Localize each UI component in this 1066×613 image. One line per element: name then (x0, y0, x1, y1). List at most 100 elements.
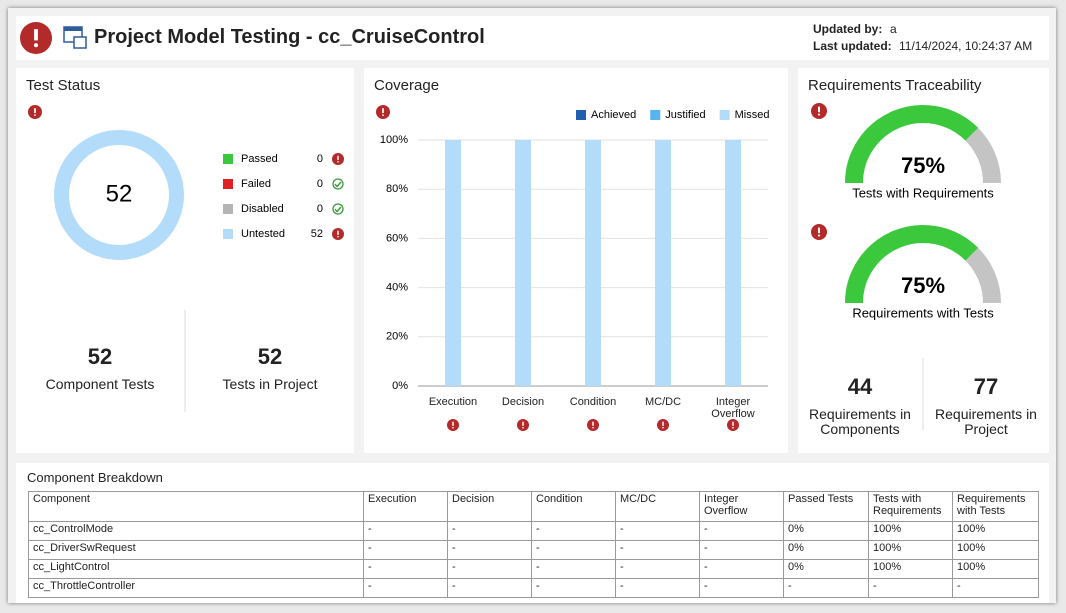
error-icon (447, 419, 459, 431)
stat-label: Component Tests (45, 376, 155, 392)
check-icon (332, 203, 344, 215)
table-cell: - (531, 540, 616, 560)
table-cell: 0% (783, 559, 869, 579)
error-icon (727, 419, 739, 431)
x-tick-label: Integer Overflow (711, 396, 755, 420)
column-header: Integer Overflow (699, 491, 784, 522)
legend-label: Achieved (591, 109, 636, 121)
error-icon (587, 419, 599, 431)
column-header: Requirements with Tests (952, 491, 1039, 522)
icon-bar (337, 155, 339, 160)
table-cell: 0% (783, 540, 869, 560)
table-cell: 100% (952, 521, 1039, 541)
page-title: Project Model Testing - cc_CruiseControl (94, 26, 485, 48)
gauge-value: 75% (901, 153, 945, 178)
table-cell: - (447, 521, 532, 541)
table-cell: - (363, 540, 448, 560)
x-tick-label: Decision (501, 396, 545, 408)
table-cell: cc_ControlMode (28, 521, 364, 541)
icon-sub (73, 36, 87, 49)
error-icon (332, 153, 344, 165)
table-cell: - (363, 559, 448, 579)
table-cell: 100% (952, 559, 1039, 579)
y-tick-label: 20% (386, 331, 408, 343)
icon-dot (337, 235, 339, 238)
icon-dot (662, 426, 664, 429)
y-tick-label: 0% (392, 380, 408, 392)
legend-value: 52 (311, 228, 323, 240)
donut-total: 52 (106, 180, 133, 207)
legend-swatch (650, 110, 661, 120)
value: a (890, 22, 897, 36)
table-cell: - (783, 578, 869, 598)
icon-check (334, 181, 342, 188)
column-header: MC/DC (615, 491, 700, 522)
header-bar (16, 16, 1049, 60)
icon-bar (818, 106, 820, 113)
icon-bar (34, 108, 36, 114)
table-row: cc_LightControl - - - - -0% 100% 100% (28, 559, 1039, 579)
icon-dot (817, 113, 821, 116)
bar-segment (725, 140, 741, 386)
legend-label: Missed (735, 109, 770, 121)
table-row: Component Execution Decision Condition MC/DC… (28, 491, 1039, 522)
table-cell: - (447, 559, 532, 579)
legend-swatch (223, 154, 233, 164)
y-tick-label: 40% (386, 282, 408, 294)
icon-dot (382, 114, 384, 117)
table-cell: 100% (868, 540, 953, 560)
icon-bar (662, 421, 664, 426)
value: 11/14/2024, 10:24:37 AM (899, 39, 1033, 53)
table-cell: - (699, 578, 784, 598)
bar-segment (515, 140, 531, 386)
gauge-arc (845, 225, 979, 304)
legend-swatch (576, 110, 586, 120)
table-cell: - (363, 521, 448, 541)
gauge-arc (845, 105, 979, 184)
bar-segment (655, 140, 671, 386)
icon-bar (732, 421, 734, 426)
legend-label: Justified (665, 109, 705, 121)
error-icon (332, 228, 344, 240)
icon-circle (332, 178, 344, 190)
column-header: Condition (531, 491, 616, 522)
panel-title: Coverage (374, 77, 440, 94)
icon-check (334, 206, 342, 213)
error-icon (517, 419, 529, 431)
icon-dot (337, 160, 339, 163)
y-tick-label: 100% (380, 134, 408, 146)
error-icon (811, 224, 827, 240)
table-row: cc_DriverSwRequest - - - - -0% 100% 100% (28, 540, 1039, 560)
legend-label: Disabled (241, 203, 284, 215)
legend-value: 0 (317, 203, 323, 215)
icon-bar (592, 421, 594, 426)
x-tick-label: Condition (569, 396, 617, 408)
legend-swatch (223, 179, 233, 189)
legend-value: 0 (317, 153, 323, 165)
table-cell: - (952, 578, 1039, 598)
legend-label: Untested (241, 228, 285, 240)
gauge-track (965, 127, 1001, 184)
gauge-track (965, 247, 1001, 304)
table-cell: cc_DriverSwRequest (28, 540, 364, 560)
legend-swatch (719, 110, 730, 120)
y-tick-label: 80% (386, 183, 408, 195)
table-row: cc_ControlMode - - - - -0% 100% 100% (28, 521, 1039, 541)
coverage-panel (364, 68, 788, 453)
x-tick-label: MC/DC (644, 396, 682, 408)
bar-segment (445, 140, 461, 386)
stat-value: 52 (257, 344, 283, 369)
icon-bar (818, 227, 820, 234)
legend-value: 0 (317, 178, 323, 190)
gauge-label: Requirements with Tests (852, 305, 994, 320)
table-cell: - (699, 559, 784, 579)
label: Updated by: (813, 22, 883, 36)
project-icon (63, 26, 87, 49)
icon-dot (522, 426, 524, 429)
table-cell: - (531, 559, 616, 579)
legend-swatch (223, 204, 233, 214)
table-cell: 100% (868, 559, 953, 579)
error-icon (20, 22, 52, 54)
label: Last updated: (813, 39, 892, 53)
icon-dot (452, 426, 454, 429)
